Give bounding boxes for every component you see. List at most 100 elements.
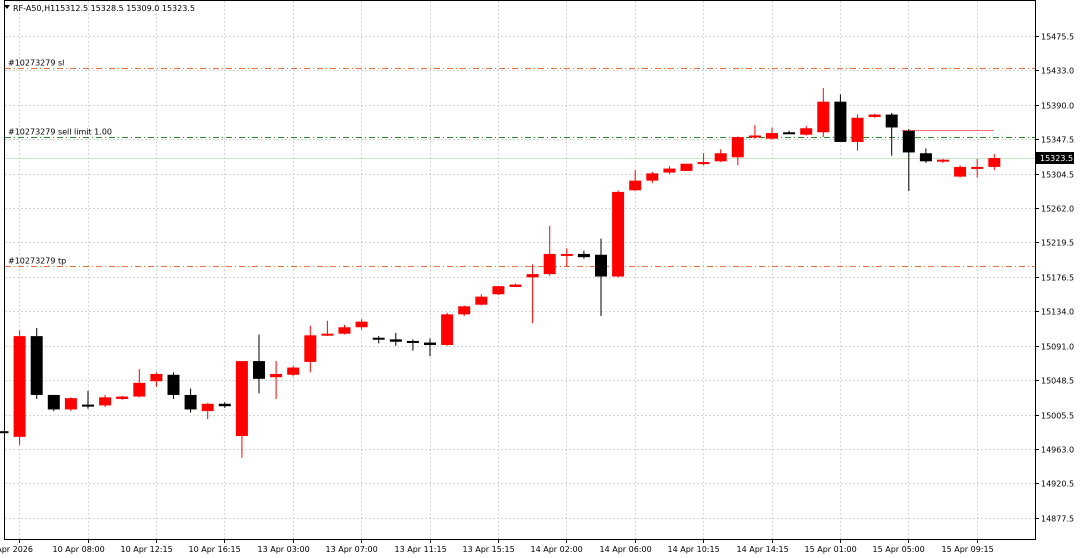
candle[interactable]	[612, 190, 625, 278]
candle[interactable]	[218, 402, 231, 408]
candle-body	[748, 135, 761, 138]
candle[interactable]	[201, 402, 214, 420]
candle-body	[201, 403, 214, 412]
candle[interactable]	[851, 114, 864, 151]
candle[interactable]	[577, 250, 590, 259]
candle[interactable]	[800, 125, 813, 136]
candle[interactable]	[509, 283, 522, 287]
time-tick-label: 14 Apr 02:00	[531, 545, 583, 554]
candle-body	[82, 404, 94, 407]
candle[interactable]	[47, 394, 60, 412]
candle[interactable]	[937, 158, 949, 163]
stop-loss-line-label: #10273279 sl	[8, 59, 64, 68]
candle-body	[218, 403, 231, 407]
candle[interactable]	[304, 325, 317, 373]
candle[interactable]	[150, 372, 163, 387]
candle[interactable]	[663, 166, 676, 175]
candle[interactable]	[406, 339, 419, 351]
time-tick-label: 13 Apr 07:00	[326, 545, 378, 554]
candle[interactable]	[954, 165, 967, 178]
candle-body	[64, 398, 77, 410]
candle[interactable]	[99, 394, 112, 408]
candle-body	[595, 254, 607, 277]
candle-body	[834, 101, 847, 142]
candle-body	[800, 128, 813, 135]
candle[interactable]	[372, 336, 385, 344]
candle[interactable]	[184, 388, 197, 413]
candle[interactable]	[287, 365, 300, 377]
candle[interactable]	[595, 238, 607, 316]
candle[interactable]	[731, 136, 744, 166]
candle[interactable]	[30, 328, 43, 399]
candle[interactable]	[526, 264, 539, 324]
candle-body	[577, 253, 590, 258]
candle[interactable]	[441, 312, 454, 346]
candle-body	[167, 374, 180, 395]
candle[interactable]	[64, 397, 77, 412]
price-axis[interactable]: 15475.5 15433.0 15390.0 15347.5 15304.5 15262…	[1035, 33, 1074, 524]
candle[interactable]	[885, 112, 898, 156]
candle[interactable]	[253, 334, 265, 394]
candle[interactable]	[133, 369, 146, 398]
price-tick-label: 15048.5	[1041, 377, 1074, 386]
candle[interactable]	[988, 154, 1001, 171]
price-tick-label: 15304.5	[1041, 171, 1074, 180]
candle[interactable]	[560, 248, 573, 267]
candle[interactable]	[766, 127, 778, 140]
price-tick-label: 15176.5	[1041, 274, 1074, 283]
candle[interactable]	[167, 372, 180, 399]
candle[interactable]	[629, 170, 642, 192]
candle-body	[526, 274, 539, 278]
candle-body	[304, 335, 317, 362]
candle[interactable]	[424, 338, 436, 357]
price-tick-label: 15390.0	[1041, 102, 1074, 111]
time-axis[interactable]: 10 Apr 2026 10 Apr 08:00 10 Apr 12:15 10 Ap…	[0, 539, 994, 554]
candle-body	[988, 158, 1001, 167]
candle[interactable]	[714, 149, 727, 163]
candle[interactable]	[817, 87, 830, 138]
grid	[5, 1, 1035, 539]
candle-body	[560, 253, 573, 256]
candle[interactable]	[902, 129, 915, 192]
candle[interactable]	[475, 294, 488, 306]
candle[interactable]	[868, 113, 881, 118]
candle[interactable]	[971, 158, 984, 178]
price-tick-label: 15475.5	[1041, 33, 1074, 42]
candle-body	[851, 117, 864, 142]
candle-body	[235, 361, 248, 437]
time-tick-label: 14 Apr 10:15	[668, 545, 720, 554]
candle-body	[492, 286, 505, 295]
time-tick-label: 14 Apr 06:00	[600, 545, 652, 554]
candle-body	[116, 396, 129, 399]
candle[interactable]	[543, 225, 556, 276]
candle-body	[133, 382, 146, 397]
candle[interactable]	[492, 286, 505, 296]
candle[interactable]	[116, 395, 129, 400]
candle[interactable]	[321, 320, 334, 337]
candle[interactable]	[783, 130, 796, 135]
candle[interactable]	[82, 390, 94, 409]
triangle-down-icon[interactable]	[4, 5, 10, 9]
candle-body	[13, 336, 26, 437]
candle[interactable]	[697, 153, 710, 166]
candle[interactable]	[270, 361, 283, 399]
candle-body	[697, 162, 710, 165]
candle[interactable]	[338, 324, 351, 335]
candle[interactable]	[389, 332, 402, 346]
candle[interactable]	[919, 148, 932, 163]
candle[interactable]	[646, 171, 659, 184]
candle[interactable]	[680, 163, 693, 171]
candle[interactable]	[834, 94, 847, 142]
candle[interactable]	[13, 330, 26, 445]
candle-body	[355, 321, 368, 328]
candle[interactable]	[355, 319, 368, 330]
symbol-period-label: RF-A50,H1	[13, 4, 55, 13]
candles	[0, 87, 1001, 458]
candle[interactable]	[748, 125, 761, 139]
candle-body	[458, 306, 471, 315]
candle[interactable]	[235, 361, 248, 458]
price-tick-label: 14920.5	[1041, 480, 1074, 489]
candle[interactable]	[458, 305, 471, 316]
candle-body	[937, 159, 949, 162]
